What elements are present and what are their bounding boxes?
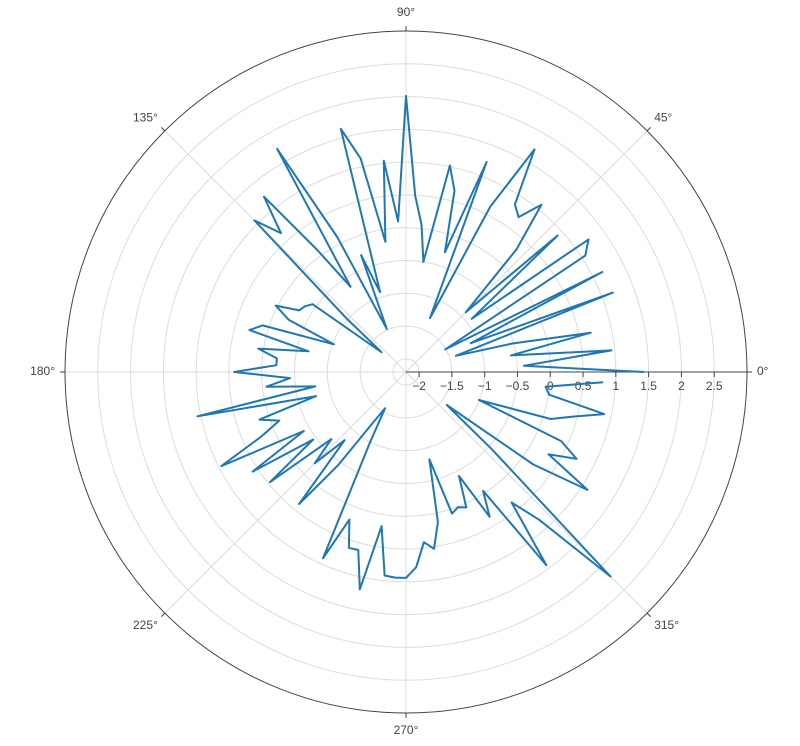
angular-gridline-1: [405, 130, 648, 373]
radial-axis-ticks: [418, 372, 715, 377]
radial-tick-label-3: −0.5: [506, 379, 530, 393]
radial-tick-label-1: −1.5: [440, 379, 464, 393]
angle-label-7: 315°: [654, 618, 679, 632]
radial-tick-label-6: 1: [613, 379, 620, 393]
angle-label-1: 45°: [654, 110, 672, 124]
angle-label-5: 225°: [133, 618, 158, 632]
radial-tick-label-2: −1: [478, 379, 492, 393]
angular-tick-5: [160, 612, 166, 618]
angular-tick-3: [160, 126, 166, 132]
radial-tick-label-8: 2: [678, 379, 685, 393]
series-line-0: [196, 94, 645, 591]
angular-gridline-3: [164, 130, 407, 373]
angle-label-3: 135°: [133, 110, 158, 124]
angle-label-0: 0°: [757, 364, 769, 378]
radial-tick-label-5: 0.5: [575, 379, 592, 393]
radial-tick-label-7: 1.5: [640, 379, 657, 393]
angle-label-6: 270°: [394, 723, 419, 737]
angular-axis-labels: 0° 45° 90° 135° 180° 225° 270° 315°: [30, 5, 769, 737]
radial-tick-label-9: 2.5: [706, 379, 723, 393]
radial-tick-label-0: −2: [412, 379, 426, 393]
angular-gridline-5: [164, 371, 407, 614]
series-layer: [196, 94, 645, 591]
angular-tick-1: [646, 126, 652, 132]
angular-tick-7: [646, 612, 652, 618]
angular-ticks: [60, 26, 752, 718]
angle-label-2: 90°: [397, 5, 415, 19]
angle-label-4: 180°: [30, 364, 55, 378]
